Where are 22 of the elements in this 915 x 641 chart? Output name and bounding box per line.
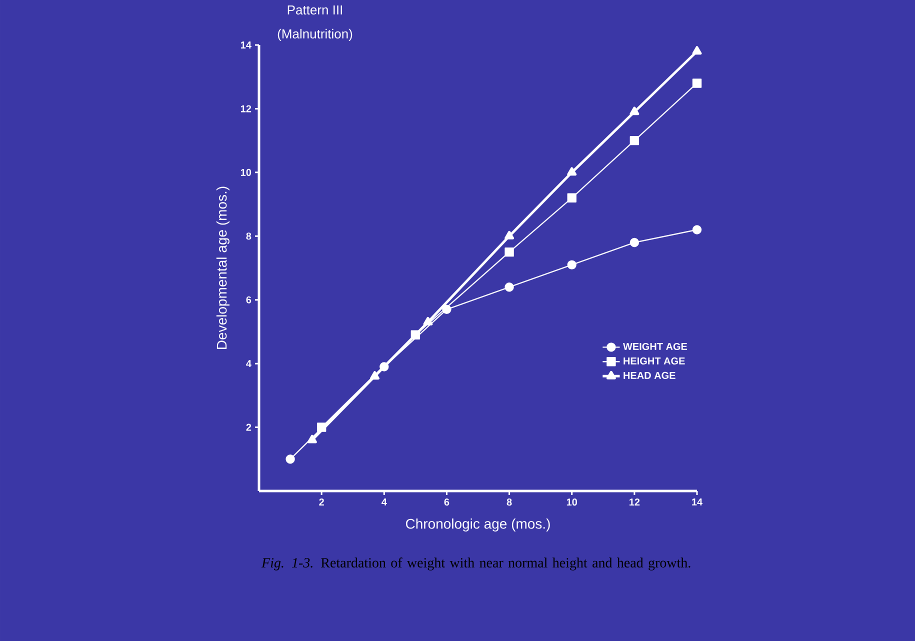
y-tick-label: 12 <box>240 105 252 112</box>
x-tick-label: 10 <box>566 498 578 506</box>
x-tick-label: 14 <box>692 498 703 506</box>
y-axis-title: Developmental age (mos.) <box>216 186 230 349</box>
y-tick-label: 8 <box>246 232 252 240</box>
y-tick-label: 2 <box>246 424 252 431</box>
x-tick-label: 6 <box>444 498 450 506</box>
text: Fig. 1-3. Retardation of weight with near normal height and head growth. <box>261 558 690 570</box>
x-tick-label: 8 <box>506 498 512 506</box>
y-tick-label: 14 <box>240 42 252 48</box>
legend-label: HEAD AGE <box>624 372 676 379</box>
legend-label: HEIGHT AGE <box>624 357 685 364</box>
y-tick-label: 10 <box>240 168 252 176</box>
x-tick-label: 4 <box>382 498 387 506</box>
x-tick-label: 12 <box>630 498 640 506</box>
y-tick-label: 6 <box>246 296 252 304</box>
legend-label: WEIGHT AGE <box>623 342 688 350</box>
x-tick-label: 2 <box>319 498 324 506</box>
chart-title: Pattern III <box>288 5 342 15</box>
y-tick-label: 4 <box>246 360 252 368</box>
x-axis-title: Chronologic age (mos.) <box>406 518 550 532</box>
chart-subtitle: (Malnutrition) <box>278 28 352 42</box>
